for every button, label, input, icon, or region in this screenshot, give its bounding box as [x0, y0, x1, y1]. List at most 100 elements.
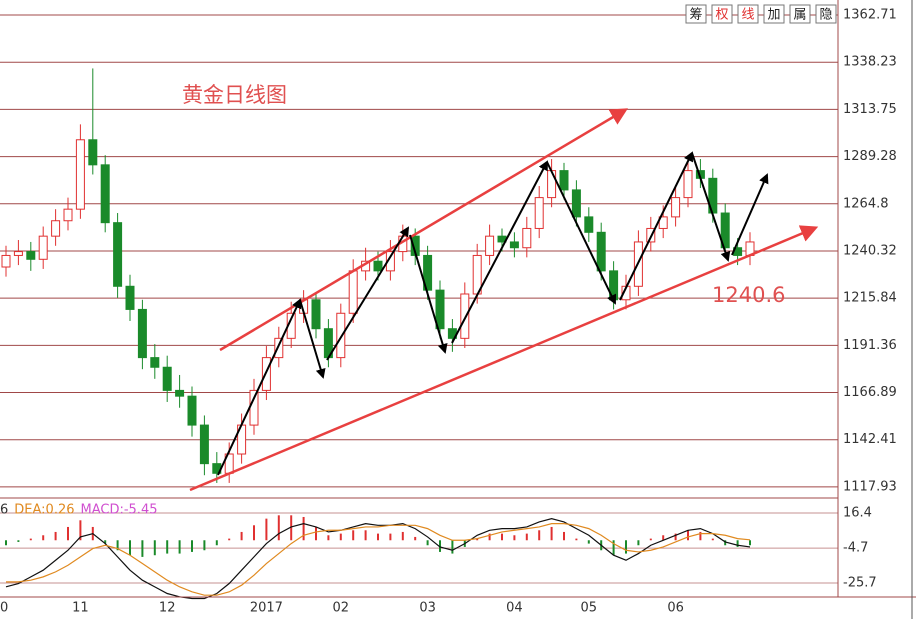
y-tick-label: 1264.8 — [843, 196, 889, 211]
macd-legend: 6 DEA:0.26 MACD:-5.45 — [0, 503, 157, 518]
y-tick-label: 1117.93 — [843, 479, 897, 494]
candle-body — [571, 189, 581, 218]
macd-line — [5, 518, 751, 600]
arrow — [299, 299, 326, 379]
candle-body — [63, 208, 73, 222]
button-frame — [789, 4, 811, 24]
candle-body — [51, 220, 61, 237]
candle-body — [150, 357, 160, 368]
x-tick-label: 04 — [506, 601, 523, 616]
candle-body — [658, 216, 668, 229]
y-tick-label: 1289.28 — [843, 149, 897, 164]
candle-body — [162, 366, 172, 391]
candle-body — [348, 270, 358, 314]
candle-body — [311, 299, 321, 330]
y-tick-label: 1142.41 — [843, 432, 897, 447]
x-tick-label: 11 — [72, 601, 89, 616]
candle-body — [26, 251, 36, 260]
candle-body — [13, 251, 23, 256]
x-tick-label: 03 — [419, 601, 436, 616]
arrow — [691, 152, 731, 262]
arrow — [546, 161, 617, 305]
toolbar-button[interactable]: 加 — [763, 4, 785, 24]
y-tick-label: 1215.84 — [843, 291, 897, 306]
candle-body — [38, 235, 48, 260]
legend-entry: MACD:-5.45 — [81, 503, 158, 518]
legend-entry: 6 — [0, 503, 8, 518]
arrow — [326, 226, 410, 361]
candle-body — [199, 424, 209, 465]
candle-body — [596, 231, 606, 272]
arrow — [217, 298, 302, 476]
toolbar-button[interactable]: 线 — [737, 4, 759, 24]
y-tick-label: 1313.75 — [843, 102, 897, 117]
candle-body — [671, 197, 681, 218]
channel-top — [219, 108, 629, 352]
y-tick-label: 1240.32 — [843, 243, 897, 258]
toolbar-button[interactable]: 筹 — [685, 4, 707, 24]
candle-body — [88, 139, 98, 166]
arrow — [409, 234, 448, 354]
candle-body — [435, 289, 445, 330]
button-frame — [711, 4, 733, 24]
candle-body — [137, 308, 147, 359]
button-frame — [763, 4, 785, 24]
candle-body — [1, 254, 11, 268]
button-label: 加 — [767, 8, 780, 23]
wave-arrows — [217, 151, 769, 476]
candle-body — [100, 164, 110, 224]
arrow — [619, 151, 693, 301]
button-label: 属 — [793, 8, 806, 23]
candle-body — [249, 389, 259, 426]
candle-body — [547, 170, 557, 199]
candle-body — [336, 312, 346, 359]
toolbar-button[interactable]: 权 — [711, 4, 733, 24]
button-label: 权 — [715, 7, 728, 23]
trend-lines — [189, 108, 819, 492]
macd-line — [6, 523, 751, 596]
legend-entry: DEA:0.26 — [14, 503, 74, 518]
toolbar-button[interactable]: 属 — [789, 4, 811, 24]
y-tick-label: 1191.36 — [843, 338, 897, 353]
candle-body — [113, 222, 123, 287]
candle-body — [720, 212, 730, 249]
candle-body — [75, 139, 85, 210]
toolbar-button[interactable]: 隐 — [815, 4, 837, 24]
candle-body — [522, 227, 532, 249]
channel-bottom — [189, 225, 819, 492]
x-tick-label: 2017 — [250, 601, 283, 616]
x-tick-label: 02 — [333, 601, 350, 616]
candle-body — [125, 285, 135, 310]
y-tick-label: 1166.89 — [843, 385, 897, 400]
candle-body — [385, 251, 395, 272]
button-label: 筹 — [689, 7, 702, 23]
candle-body — [509, 241, 519, 249]
macd-tick-label: 16.4 — [843, 505, 872, 520]
candle-body — [187, 395, 197, 426]
button-frame — [737, 4, 759, 24]
candle-body — [175, 389, 185, 397]
candle-body — [460, 293, 470, 339]
x-tick-label: 06 — [667, 601, 684, 616]
candle-body — [423, 254, 433, 291]
candle-body — [534, 197, 544, 229]
toolbar: 筹权线加属隐 — [685, 4, 837, 24]
chart-title: 黄金日线图 — [182, 83, 287, 107]
button-frame — [685, 4, 707, 24]
macd-tick-label: -25.7 — [843, 576, 877, 591]
x-tick-label: 0 — [0, 601, 8, 616]
y-tick-label: 1338.23 — [843, 55, 897, 70]
button-frame — [815, 4, 837, 24]
arrow — [731, 173, 769, 256]
arrow — [451, 160, 548, 344]
x-tick-label: 05 — [581, 601, 598, 616]
candle-body — [373, 260, 383, 272]
candle-body — [485, 235, 495, 256]
candle-body — [274, 337, 284, 359]
candle-body — [559, 170, 569, 191]
button-label: 线 — [741, 8, 754, 23]
annotation: 1240.6 — [712, 283, 785, 307]
y-tick-label: 1362.71 — [843, 8, 897, 23]
candle-body — [584, 216, 594, 233]
